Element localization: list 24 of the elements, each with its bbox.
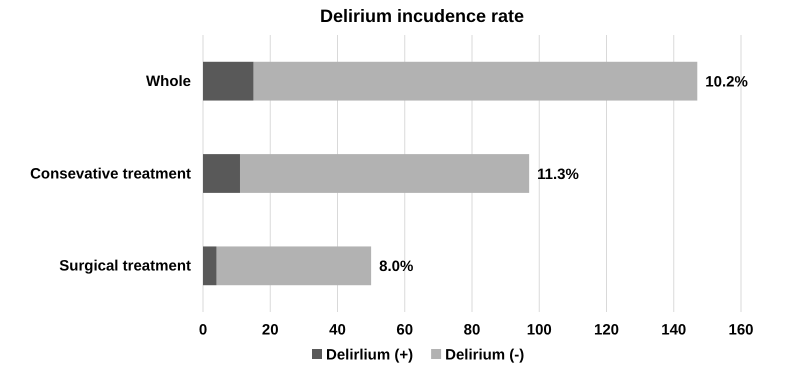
x-tick-label: 60 (396, 322, 414, 339)
x-tick-label: 0 (198, 322, 208, 339)
y-tick-label: Surgical treatment (59, 258, 191, 275)
x-tick-label: 140 (661, 322, 686, 339)
x-tick-label: 100 (526, 322, 552, 339)
annotation: 10.2% (705, 73, 748, 90)
x-tick-label: 160 (728, 322, 754, 339)
bar (203, 62, 254, 101)
annotation: 8.0% (379, 258, 414, 276)
chart-title: Delirium incudence rate (320, 6, 524, 26)
bar (203, 154, 240, 193)
legend-label: Delirium (-) (445, 346, 524, 364)
bar (203, 246, 216, 286)
bar (216, 246, 372, 286)
bar (253, 62, 698, 101)
x-tick-label: 20 (262, 322, 279, 339)
x-tick-label: 120 (594, 322, 620, 339)
x-tick-label: 40 (329, 322, 346, 339)
annotation: 11.3% (537, 166, 579, 183)
x-tick-label: 80 (464, 322, 480, 339)
y-tick-label: Consevative treatment (30, 165, 191, 182)
y-tick-label: Whole (146, 72, 191, 90)
bar (240, 154, 530, 193)
legend-label: Delirlium (+) (326, 346, 414, 364)
